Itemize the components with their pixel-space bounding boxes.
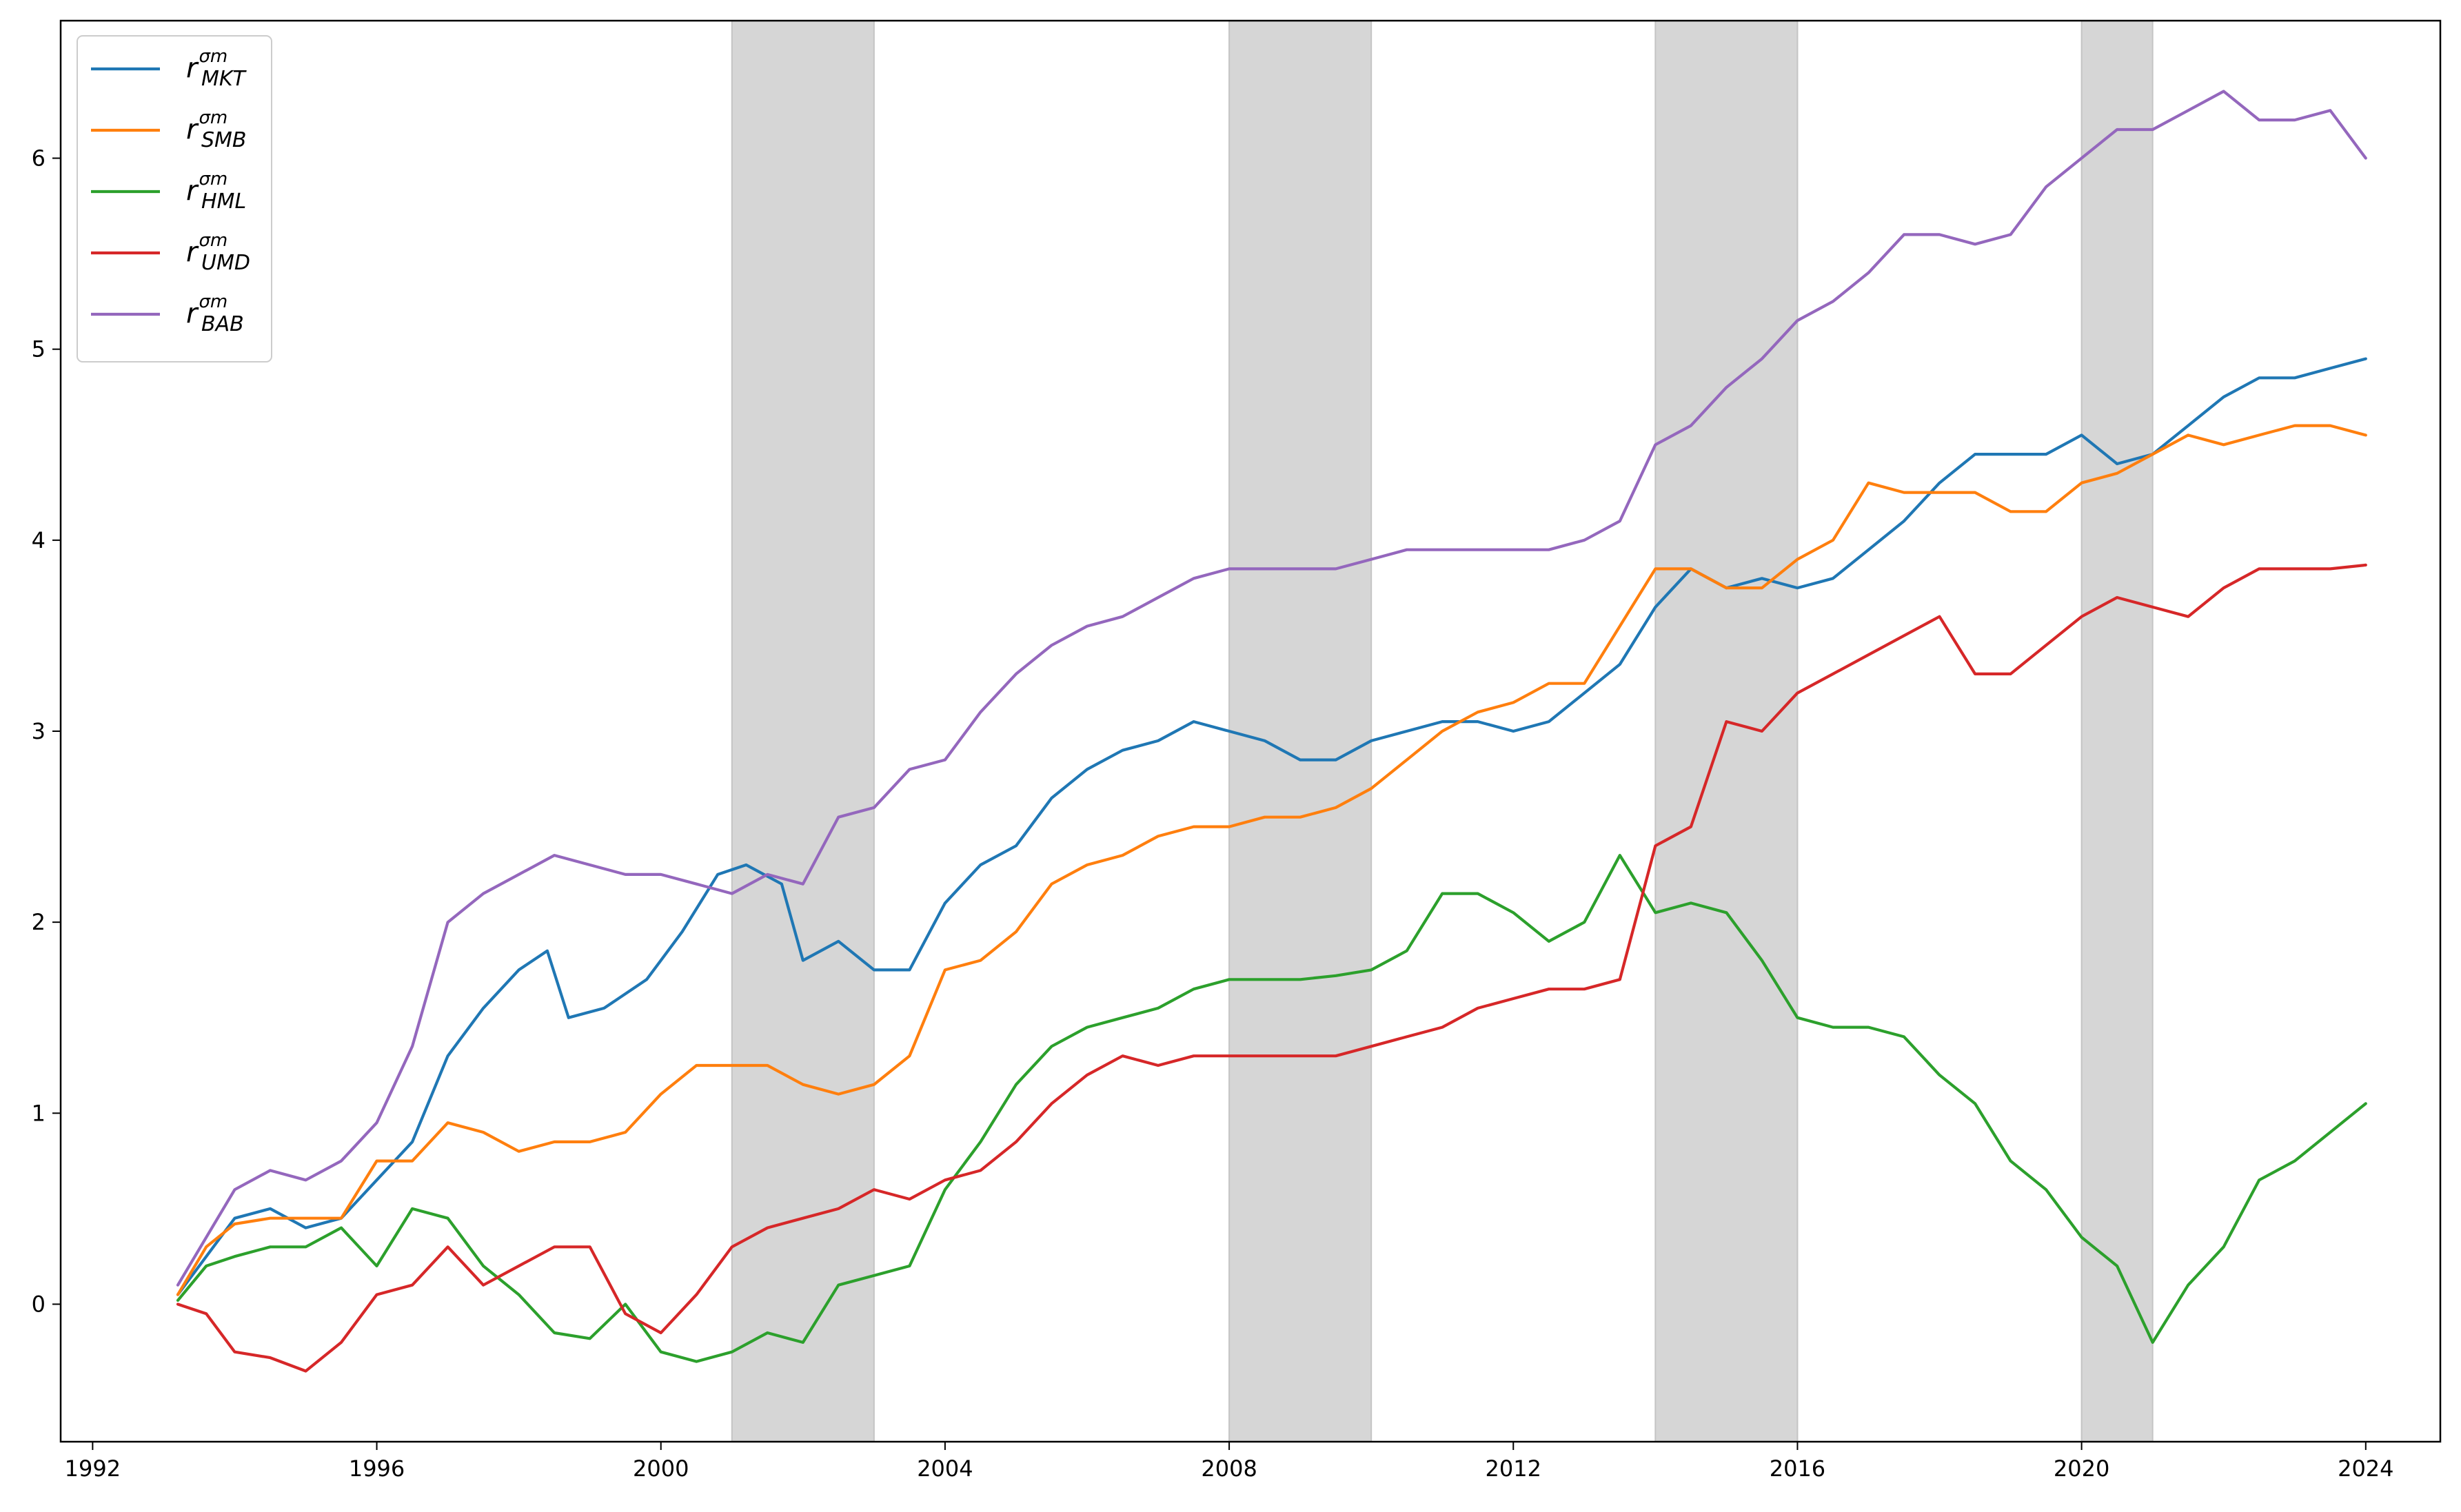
x-tick-label: 2008 (1201, 1455, 1257, 1482)
x-tick-label: 2004 (917, 1455, 973, 1482)
recession-shading (731, 20, 2154, 1442)
x-tick-label: 2000 (633, 1455, 689, 1482)
legend-box (77, 35, 272, 362)
x-tick-label: 2020 (2054, 1455, 2109, 1482)
y-tick-label: 2 (32, 909, 45, 935)
x-tick-label: 2024 (2338, 1455, 2393, 1482)
shaded-period-3 (2080, 20, 2154, 1442)
legend-label-umd: rσm UMD (186, 230, 250, 275)
y-tick-label: 4 (32, 527, 45, 553)
legend-label-hml: rσm HML (186, 169, 246, 214)
y-tick-label: 0 (32, 1291, 45, 1317)
legend-label-bab: rσm BAB (186, 292, 244, 336)
y-axis-ticks: 0 1 2 3 4 5 6 (32, 145, 61, 1317)
shaded-period-0 (731, 20, 875, 1442)
y-tick-label: 1 (32, 1100, 45, 1126)
legend-label-smb: rσm SMB (186, 108, 247, 152)
legend-label-mkt: rσm MKT (186, 46, 247, 91)
x-tick-label: 2016 (1770, 1455, 1825, 1482)
y-tick-label: 6 (32, 145, 45, 172)
shaded-period-1 (1228, 20, 1373, 1442)
series-lines (176, 90, 2367, 1373)
series-line-smb (176, 424, 2367, 1296)
series-line-umd (176, 563, 2367, 1373)
x-tick-label: 1996 (349, 1455, 405, 1482)
x-axis-ticks: 1992 1996 2000 2004 2008 2012 2016 2020 2024 (65, 1442, 2394, 1482)
y-tick-label: 3 (32, 718, 45, 744)
x-tick-label: 2012 (1486, 1455, 1541, 1482)
series-line-hml (176, 854, 2367, 1363)
series-line-bab (176, 90, 2367, 1287)
legend: rσm MKT rσm SMB rσm HML rσm UMD rσm BAB (77, 35, 272, 362)
y-tick-label: 5 (32, 336, 45, 362)
shaded-period-2 (1654, 20, 1799, 1442)
series-line-mkt (176, 357, 2367, 1296)
x-tick-label: 1992 (65, 1455, 121, 1482)
